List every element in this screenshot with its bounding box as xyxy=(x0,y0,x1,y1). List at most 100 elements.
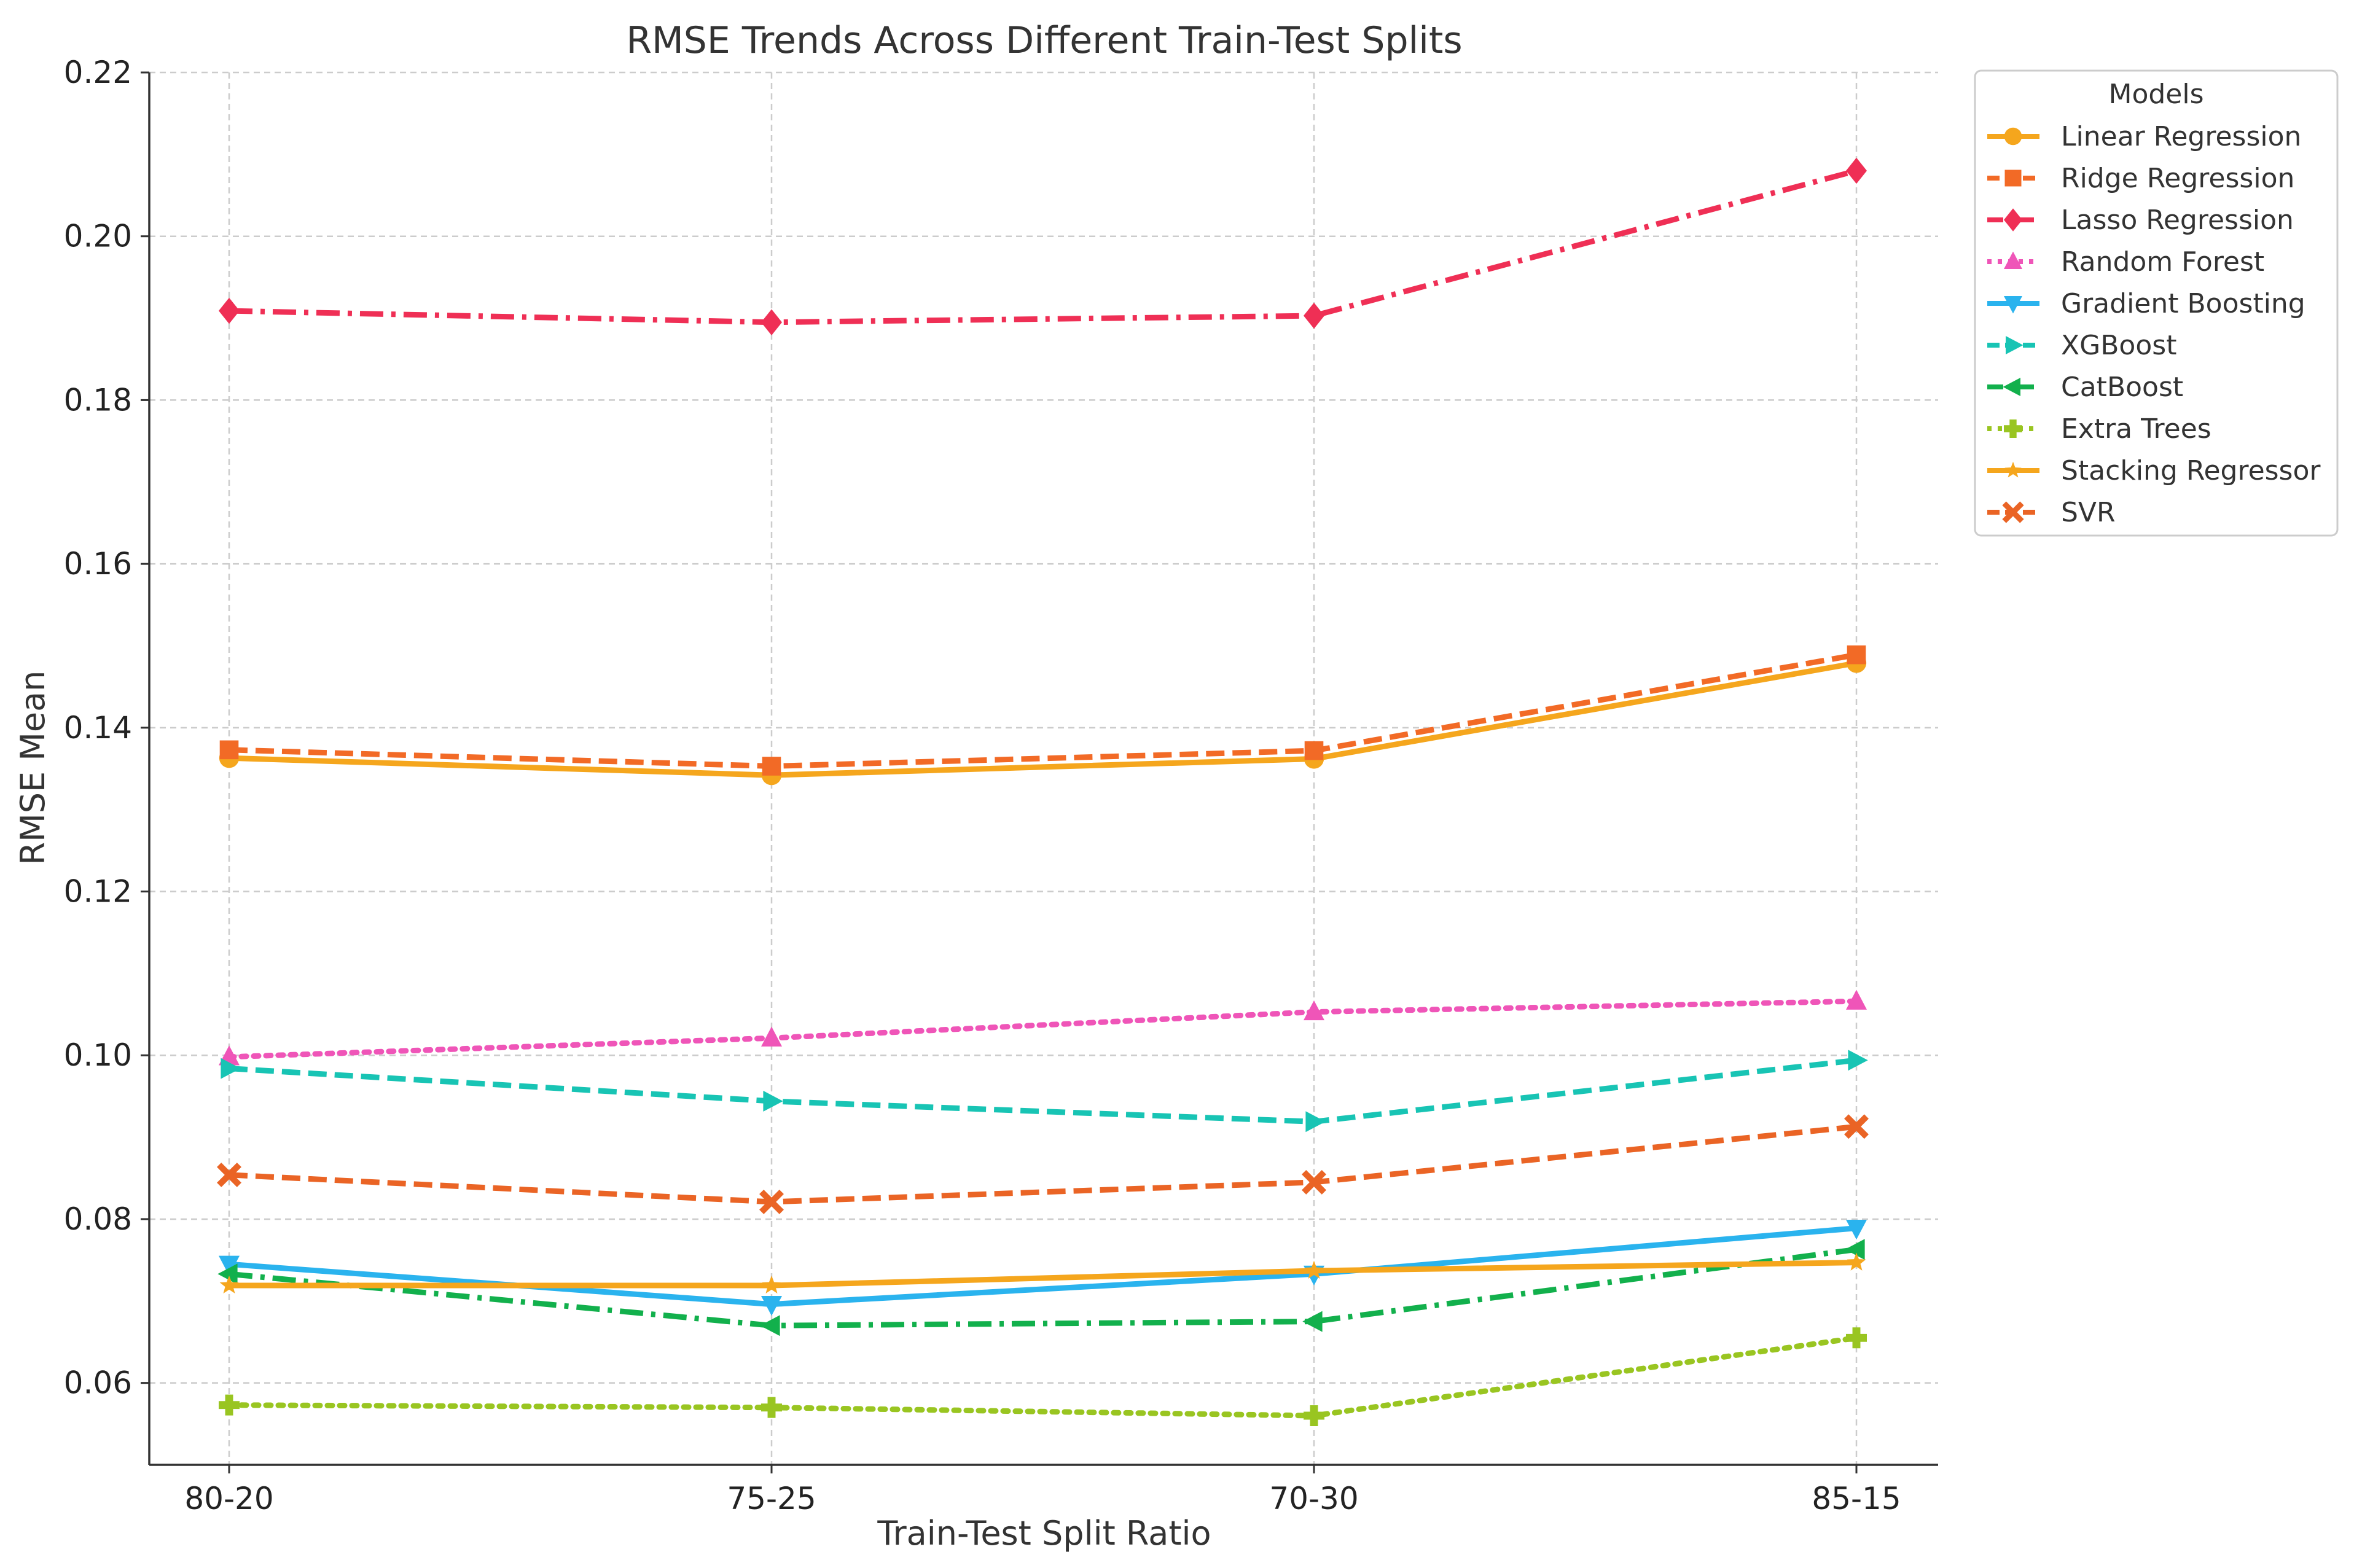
legend-item-catboost: CatBoost xyxy=(1987,372,2183,403)
legend-item-svr: SVR xyxy=(1987,497,2116,528)
y-tick-label: 0.16 xyxy=(64,546,132,582)
legend-item-linear-regression: Linear Regression xyxy=(1987,121,2301,152)
series-line-lasso-regression xyxy=(229,168,1858,326)
legend-label-gradient-boosting: Gradient Boosting xyxy=(2061,288,2305,319)
legend-item-extra-trees: Extra Trees xyxy=(1987,413,2211,445)
series-line-svr xyxy=(229,1123,1857,1205)
data-point-svr xyxy=(1844,1114,1869,1139)
x-axis-label: Train-Test Split Ratio xyxy=(877,1514,1211,1553)
legend-item-lasso-regression: Lasso Regression xyxy=(1987,205,2294,236)
legend-title: Models xyxy=(2108,79,2203,110)
data-point-gradient-boosting xyxy=(761,1296,782,1316)
legend-item-gradient-boosting: Gradient Boosting xyxy=(1987,288,2305,319)
data-point-gradient-boosting xyxy=(219,1255,240,1276)
y-tick-label: 0.20 xyxy=(64,219,132,254)
legend-item-random-forest: Random Forest xyxy=(1987,246,2264,278)
data-point-svr xyxy=(1302,1169,1326,1195)
y-axis-label: RMSE Mean xyxy=(14,671,52,865)
y-ticks: 0.06 0.08 0.10 0.12 0.14 0.16 0.18 0.20 0.22 xyxy=(64,55,149,1401)
axes xyxy=(148,72,1938,1466)
y-tick-label: 0.12 xyxy=(64,874,132,910)
legend-item-ridge-regression: Ridge Regression xyxy=(1987,163,2294,194)
data-point-extra-trees xyxy=(219,1394,240,1416)
series-extra-trees xyxy=(219,1327,1867,1426)
series-linear-regression xyxy=(219,653,1867,786)
series-random-forest xyxy=(219,989,1867,1066)
data-point-catboost xyxy=(217,1263,238,1285)
data-point-ridge-regression xyxy=(1304,741,1324,760)
legend-item-stacking-regressor: Stacking Regressor xyxy=(1987,455,2321,486)
data-point-catboost xyxy=(1302,1311,1323,1332)
series-line-extra-trees xyxy=(226,1335,1859,1419)
series-svr xyxy=(217,1114,1869,1214)
legend-items: Linear Regression Ridge Regression Lasso R… xyxy=(1987,121,2321,528)
legend-label-linear-regression: Linear Regression xyxy=(2061,121,2301,152)
legend-marker-svr-stroke xyxy=(2002,501,2024,523)
data-point-random-forest xyxy=(1846,989,1867,1010)
x-ticks: 80-20 75-25 70-30 85-15 xyxy=(184,1465,1901,1516)
series-line-random-forest xyxy=(226,998,1859,1060)
y-tick-label: 0.08 xyxy=(64,1201,132,1237)
legend-label-xgboost: XGBoost xyxy=(2061,330,2176,361)
data-point-svr xyxy=(759,1189,784,1214)
data-point-xgboost xyxy=(1305,1111,1326,1133)
x-tick-label: 70-30 xyxy=(1269,1481,1358,1516)
series-xgboost xyxy=(221,1050,1868,1133)
legend-marker-linear-regression xyxy=(2004,127,2022,146)
chart-title: RMSE Trends Across Different Train-Test … xyxy=(626,19,1462,62)
y-tick-label: 0.14 xyxy=(64,710,132,746)
y-tick-label: 0.22 xyxy=(64,55,132,90)
series-line-linear-regression xyxy=(229,660,1857,778)
legend-marker-stacking-regressor xyxy=(2004,461,2022,478)
legend-label-extra-trees: Extra Trees xyxy=(2061,413,2211,445)
data-point-svr-stroke xyxy=(1302,1169,1326,1195)
x-tick-label: 75-25 xyxy=(727,1481,816,1516)
series-stacking-regressor xyxy=(219,1252,1866,1293)
data-point-svr-stroke xyxy=(759,1189,784,1214)
legend-item-xgboost: XGBoost xyxy=(1987,330,2176,361)
data-point-xgboost xyxy=(1848,1050,1868,1071)
y-tick-label: 0.06 xyxy=(64,1365,132,1401)
data-point-random-forest xyxy=(1304,1000,1324,1021)
legend-marker-catboost xyxy=(2003,378,2020,396)
series-line-stacking-regressor xyxy=(229,1260,1857,1289)
data-point-extra-trees xyxy=(1846,1327,1867,1349)
data-point-ridge-regression xyxy=(762,757,781,776)
data-point-lasso-regression xyxy=(761,309,782,335)
data-point-lasso-regression xyxy=(1304,302,1324,329)
data-point-svr-stroke xyxy=(217,1162,241,1187)
data-point-stacking-regressor xyxy=(1847,1252,1866,1271)
y-tick-label: 0.10 xyxy=(64,1037,132,1073)
data-point-catboost xyxy=(760,1315,780,1336)
legend-label-catboost: CatBoost xyxy=(2061,372,2183,403)
data-point-lasso-regression xyxy=(1846,157,1867,184)
legend-label-ridge-regression: Ridge Regression xyxy=(2061,163,2294,194)
data-point-stacking-regressor xyxy=(1304,1260,1324,1279)
legend: Models Linear Regression Ridge Regression… xyxy=(1974,69,2339,537)
data-point-svr xyxy=(217,1162,241,1187)
data-point-xgboost xyxy=(763,1090,783,1112)
series-line-xgboost xyxy=(229,1057,1857,1125)
legend-marker-ridge-regression xyxy=(2004,170,2022,187)
series-ridge-regression xyxy=(219,645,1866,776)
x-tick-label: 85-15 xyxy=(1812,1481,1901,1516)
data-point-extra-trees xyxy=(761,1397,782,1418)
legend-label-lasso-regression: Lasso Regression xyxy=(2061,205,2294,236)
series-line-catboost xyxy=(229,1246,1857,1328)
data-point-extra-trees xyxy=(1304,1405,1324,1426)
series xyxy=(217,157,1869,1426)
legend-marker-lasso-regression xyxy=(2004,208,2022,232)
series-line-ridge-regression xyxy=(229,652,1857,769)
series-lasso-regression xyxy=(219,157,1867,335)
legend-label-svr: SVR xyxy=(2061,497,2116,528)
data-point-ridge-regression xyxy=(219,740,239,760)
legend-box xyxy=(1974,69,2339,537)
legend-marker-extra-trees xyxy=(2004,419,2022,438)
legend-marker-svr xyxy=(2002,501,2024,523)
data-point-random-forest xyxy=(761,1026,782,1047)
data-point-stacking-regressor xyxy=(219,1275,239,1293)
legend-marker-xgboost xyxy=(2006,336,2024,354)
legend-label-random-forest: Random Forest xyxy=(2061,246,2264,278)
legend-marker-random-forest xyxy=(2004,251,2022,269)
